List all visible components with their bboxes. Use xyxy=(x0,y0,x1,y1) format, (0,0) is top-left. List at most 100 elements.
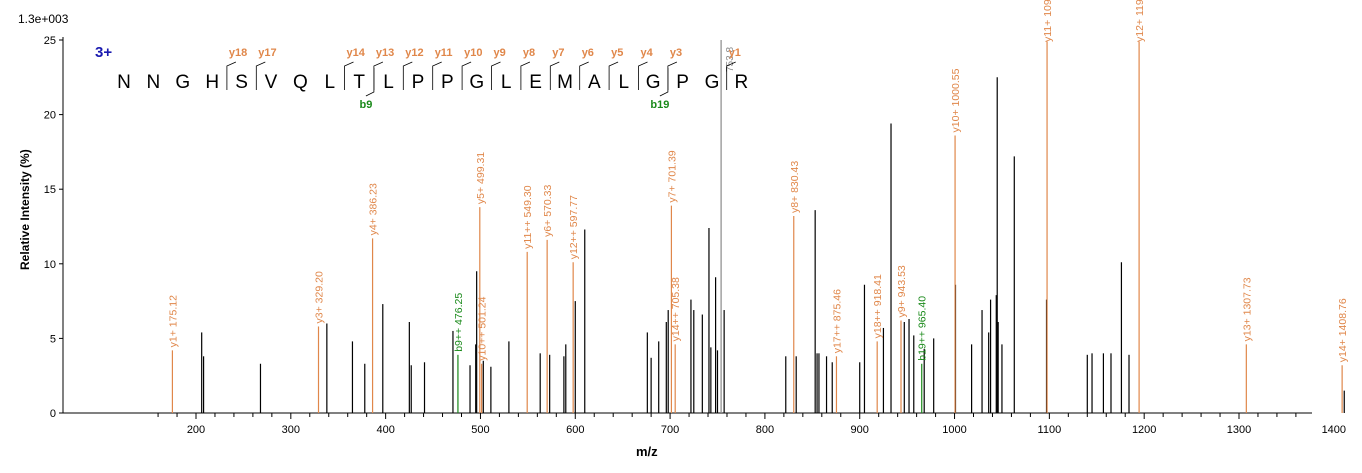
peak-label: y9+ 943.53 xyxy=(896,265,908,317)
y-fragment-marker xyxy=(491,61,501,90)
x-tick-label: 300 xyxy=(282,424,300,436)
residue: L xyxy=(383,72,394,93)
residue: G xyxy=(705,72,720,93)
y-fragment-marker xyxy=(461,61,472,90)
x-tick-label: 400 xyxy=(376,424,394,436)
x-tick-label: 1000 xyxy=(942,424,966,436)
x-tick-label: 1200 xyxy=(1132,424,1156,436)
peak-label: y4+ 386.23 xyxy=(368,183,380,235)
y-fragment-marker xyxy=(608,61,619,90)
y-tick-label: 0 xyxy=(50,408,56,420)
peak-label: y12++ 597.77 xyxy=(568,195,580,259)
residue: M xyxy=(557,72,573,93)
residue: H xyxy=(205,72,219,93)
y-tick-label: 20 xyxy=(44,110,56,122)
y-fragment-label: y4 xyxy=(641,47,654,59)
peak-label: b9++ 476.25 xyxy=(453,293,465,352)
y-tick-label: 10 xyxy=(44,259,56,271)
b-fragment-label: b19 xyxy=(650,99,669,111)
residue: P xyxy=(412,72,425,93)
x-tick-label: 800 xyxy=(756,424,774,436)
y-fragment-label: y12 xyxy=(405,47,423,59)
residue: L xyxy=(325,72,336,93)
peak-label: y10++ 501.24 xyxy=(477,296,489,360)
residue: G xyxy=(469,72,484,93)
peak-label: y7+ 701.39 xyxy=(666,150,678,202)
y-fragment-marker xyxy=(579,61,589,90)
residue: N xyxy=(117,72,131,93)
peak-label: y14++ 705.38 xyxy=(670,277,682,341)
residue: Q xyxy=(293,72,308,93)
residue: T xyxy=(353,72,365,93)
x-tick-label: 600 xyxy=(566,424,584,436)
residue: P xyxy=(441,72,454,93)
x-tick-label: 1400 xyxy=(1322,424,1346,436)
residue: G xyxy=(646,72,661,93)
peaks xyxy=(171,40,1345,413)
peak-label: y5+ 499.31 xyxy=(475,152,487,204)
y-fragment-marker xyxy=(432,61,442,90)
y-fragment-marker xyxy=(226,61,237,90)
residue: L xyxy=(619,72,630,93)
peak-label: y18++ 918.41 xyxy=(872,274,884,338)
y-fragment-marker xyxy=(638,61,648,90)
y-fragment-marker xyxy=(344,61,354,90)
x-tick-label: 1300 xyxy=(1227,424,1251,436)
charge-state: 3+ xyxy=(95,44,113,61)
peak-label: y10+ 1000.55 xyxy=(950,68,962,132)
y-tick-label: 5 xyxy=(50,333,56,345)
peak-label: y11++ 549.30 xyxy=(522,185,534,249)
x-tick-label: 500 xyxy=(471,424,489,436)
y-fragment-label: y14 xyxy=(347,47,366,59)
y-axis-label: Relative Intensity (%) xyxy=(18,149,32,270)
peak-label: y12+ 1194.64 xyxy=(1134,0,1146,42)
residue: N xyxy=(147,72,161,93)
residue: R xyxy=(735,72,749,93)
residue: V xyxy=(265,72,278,93)
peak-label: b19++ 965.40 xyxy=(917,296,929,361)
y-fragment-label: y6 xyxy=(582,47,594,59)
intensity-scale-label: 1.3e+003 xyxy=(18,12,69,26)
y-fragment-label: y18 xyxy=(229,47,247,59)
x-tick-label: 900 xyxy=(851,424,869,436)
y-fragment-marker xyxy=(520,61,531,90)
y-fragment-marker xyxy=(549,61,560,90)
y-fragment-label: y5 xyxy=(611,47,623,59)
residue: S xyxy=(235,72,248,93)
residue: E xyxy=(529,72,542,93)
axes: 0 5 10 15 20 25 200 300 400 500 600 700 800 900 1000 11… xyxy=(44,35,1346,436)
peak-label: y14+ 1408.76 xyxy=(1337,298,1349,362)
residue: L xyxy=(501,72,512,93)
x-tick-label: 1100 xyxy=(1038,424,1062,436)
y-tick-label: 25 xyxy=(44,35,56,47)
b-fragment-marker xyxy=(365,68,375,97)
y-fragment-label: y1 xyxy=(729,47,741,59)
b-fragment-label: b9 xyxy=(359,99,372,111)
residue: A xyxy=(588,72,601,93)
y-fragment-label: y8 xyxy=(523,47,535,59)
y-fragment-label: y9 xyxy=(494,47,506,59)
peak-label: y8+ 830.43 xyxy=(789,161,801,213)
x-tick-label: 200 xyxy=(187,424,205,436)
residue: P xyxy=(676,72,689,93)
y-fragment-label: y17 xyxy=(258,47,276,59)
y-fragment-label: y11 xyxy=(435,47,453,59)
peak-label: y3+ 329.20 xyxy=(314,271,326,323)
y-fragment-label: y13 xyxy=(376,47,394,59)
precursor-label: 753.8 xyxy=(725,47,736,72)
x-axis-label: m/z xyxy=(636,444,658,459)
y-fragment-marker xyxy=(402,61,413,90)
peak-label: y6+ 570.33 xyxy=(542,185,554,237)
y-fragment-marker xyxy=(726,61,736,90)
b-fragment-marker xyxy=(659,68,669,97)
y-fragment-label: y7 xyxy=(552,47,564,59)
residue: G xyxy=(175,72,190,93)
x-tick-label: 700 xyxy=(661,424,679,436)
y-fragment-marker xyxy=(255,61,266,90)
y-fragment-label: y10 xyxy=(464,47,482,59)
peak-label: y11+ 1097.57 xyxy=(1042,0,1054,42)
y-fragment-marker xyxy=(373,61,384,90)
y-tick-label: 15 xyxy=(44,184,56,196)
